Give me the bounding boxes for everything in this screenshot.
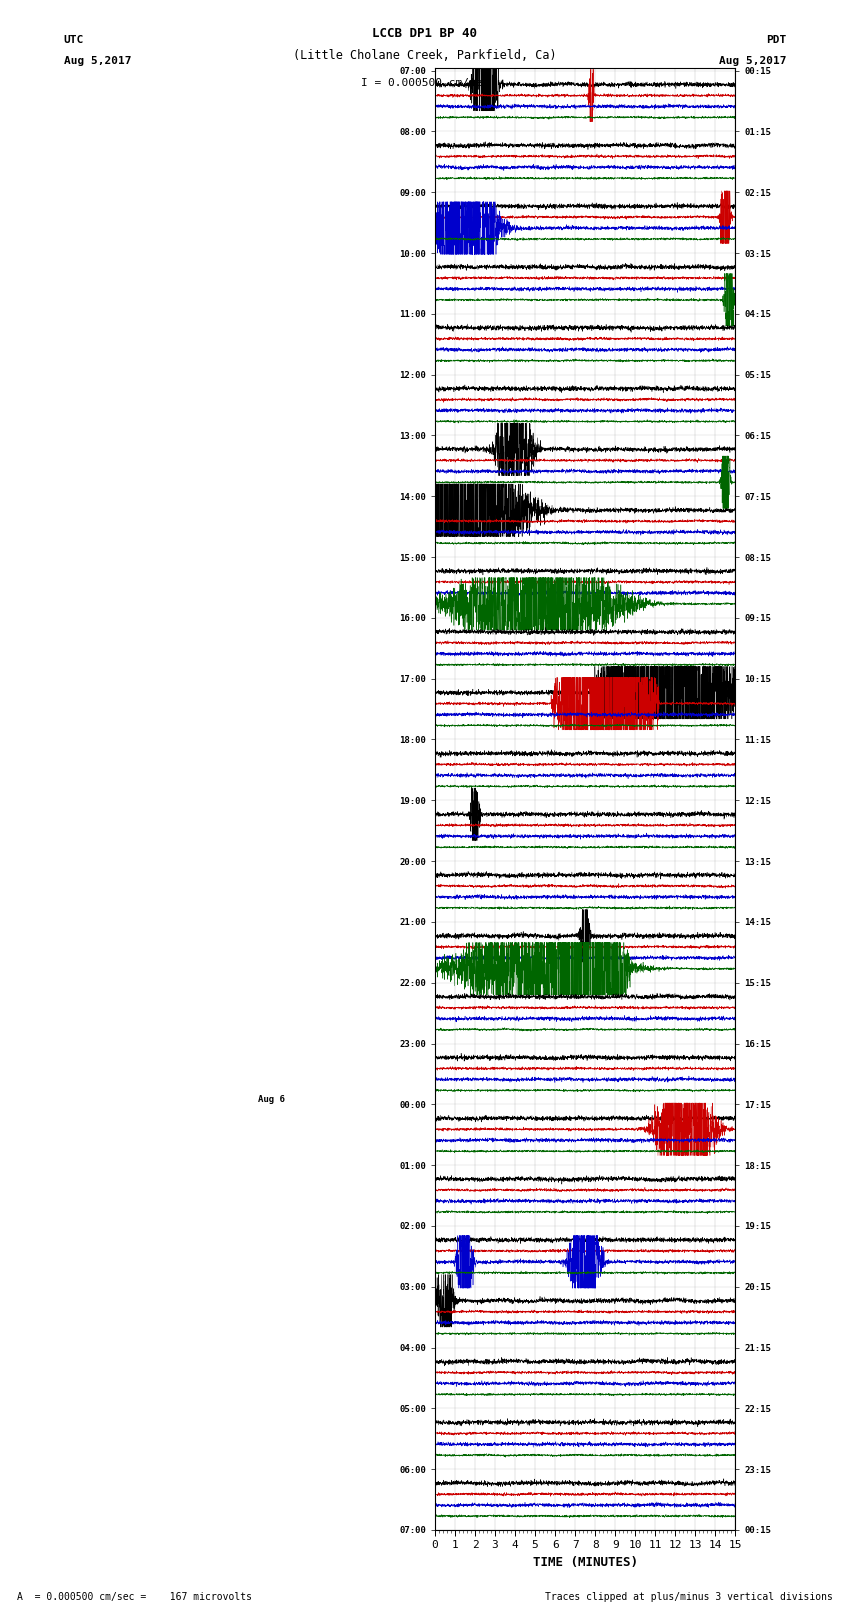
Text: Aug 6: Aug 6 [258, 1095, 285, 1105]
Text: A  = 0.000500 cm/sec =    167 microvolts: A = 0.000500 cm/sec = 167 microvolts [17, 1592, 252, 1602]
Text: LCCB DP1 BP 40: LCCB DP1 BP 40 [372, 27, 478, 40]
Text: Aug 5,2017: Aug 5,2017 [64, 56, 131, 66]
Text: UTC: UTC [64, 35, 84, 45]
Text: I = 0.000500 cm/sec: I = 0.000500 cm/sec [361, 77, 489, 89]
Text: Aug 5,2017: Aug 5,2017 [719, 56, 786, 66]
X-axis label: TIME (MINUTES): TIME (MINUTES) [533, 1557, 638, 1569]
Text: Traces clipped at plus/minus 3 vertical divisions: Traces clipped at plus/minus 3 vertical … [545, 1592, 833, 1602]
Text: (Little Cholane Creek, Parkfield, Ca): (Little Cholane Creek, Parkfield, Ca) [293, 50, 557, 63]
Text: PDT: PDT [766, 35, 786, 45]
